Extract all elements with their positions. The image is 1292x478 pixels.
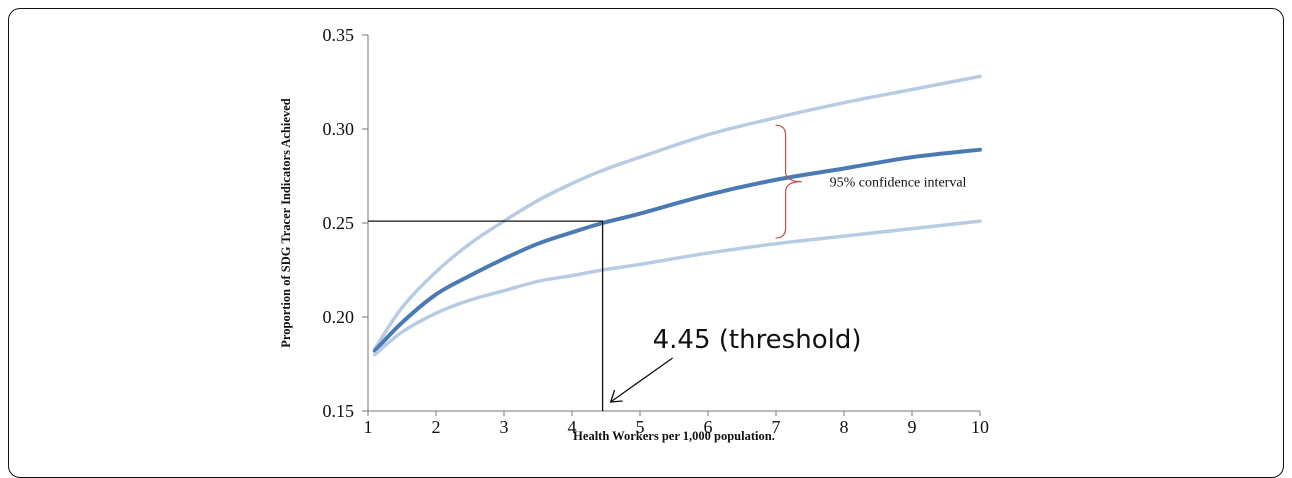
- x-tick-label: 1: [364, 417, 373, 437]
- y-ticks: 0.15 0.20 0.25 0.30 0.35: [323, 25, 368, 421]
- y-tick-label: 0.30: [323, 119, 355, 139]
- x-tick-label: 8: [840, 417, 849, 437]
- threshold-guide-lines: [368, 220, 604, 411]
- x-ticks: 1 2 3 4 5 6 7 8 9 10: [364, 411, 989, 437]
- x-tick-label: 9: [908, 417, 917, 437]
- chart-svg: 0.15 0.20 0.25 0.30 0.35 1 2 3 4 5 6 7 8 9 10 95% con…: [279, 25, 989, 443]
- y-axis-title: Proportion of SDG Tracer Indicators Achi…: [279, 98, 293, 347]
- x-tick-label: 5: [636, 417, 645, 437]
- series-layer: [372, 74, 982, 357]
- x-tick-label: 7: [772, 417, 781, 437]
- x-tick-label: 10: [971, 417, 989, 437]
- x-tick-label: 2: [432, 417, 441, 437]
- series-line-estimate: [372, 147, 982, 353]
- y-tick-label: 0.20: [323, 307, 355, 327]
- confidence-interval-label: 95% confidence interval: [830, 176, 967, 191]
- x-tick-label: 3: [500, 417, 509, 437]
- series-line-lower-ci: [373, 219, 982, 357]
- series-line-upper-ci: [373, 74, 982, 351]
- annotation-layer: 95% confidence interval 4.45 (threshold): [368, 124, 967, 411]
- confidence-interval-brace: [775, 124, 802, 239]
- y-tick-label: 0.35: [323, 25, 355, 45]
- x-tick-label: 4: [568, 417, 577, 437]
- y-tick-label: 0.15: [323, 401, 355, 421]
- threshold-arrow: [610, 357, 673, 403]
- y-tick-label: 0.25: [323, 213, 355, 233]
- threshold-label: 4.45 (threshold): [653, 325, 862, 355]
- threshold-arrowhead: [609, 389, 623, 403]
- x-tick-label: 6: [704, 417, 713, 437]
- x-axis-title: Health Workers per 1,000 population.: [573, 429, 775, 443]
